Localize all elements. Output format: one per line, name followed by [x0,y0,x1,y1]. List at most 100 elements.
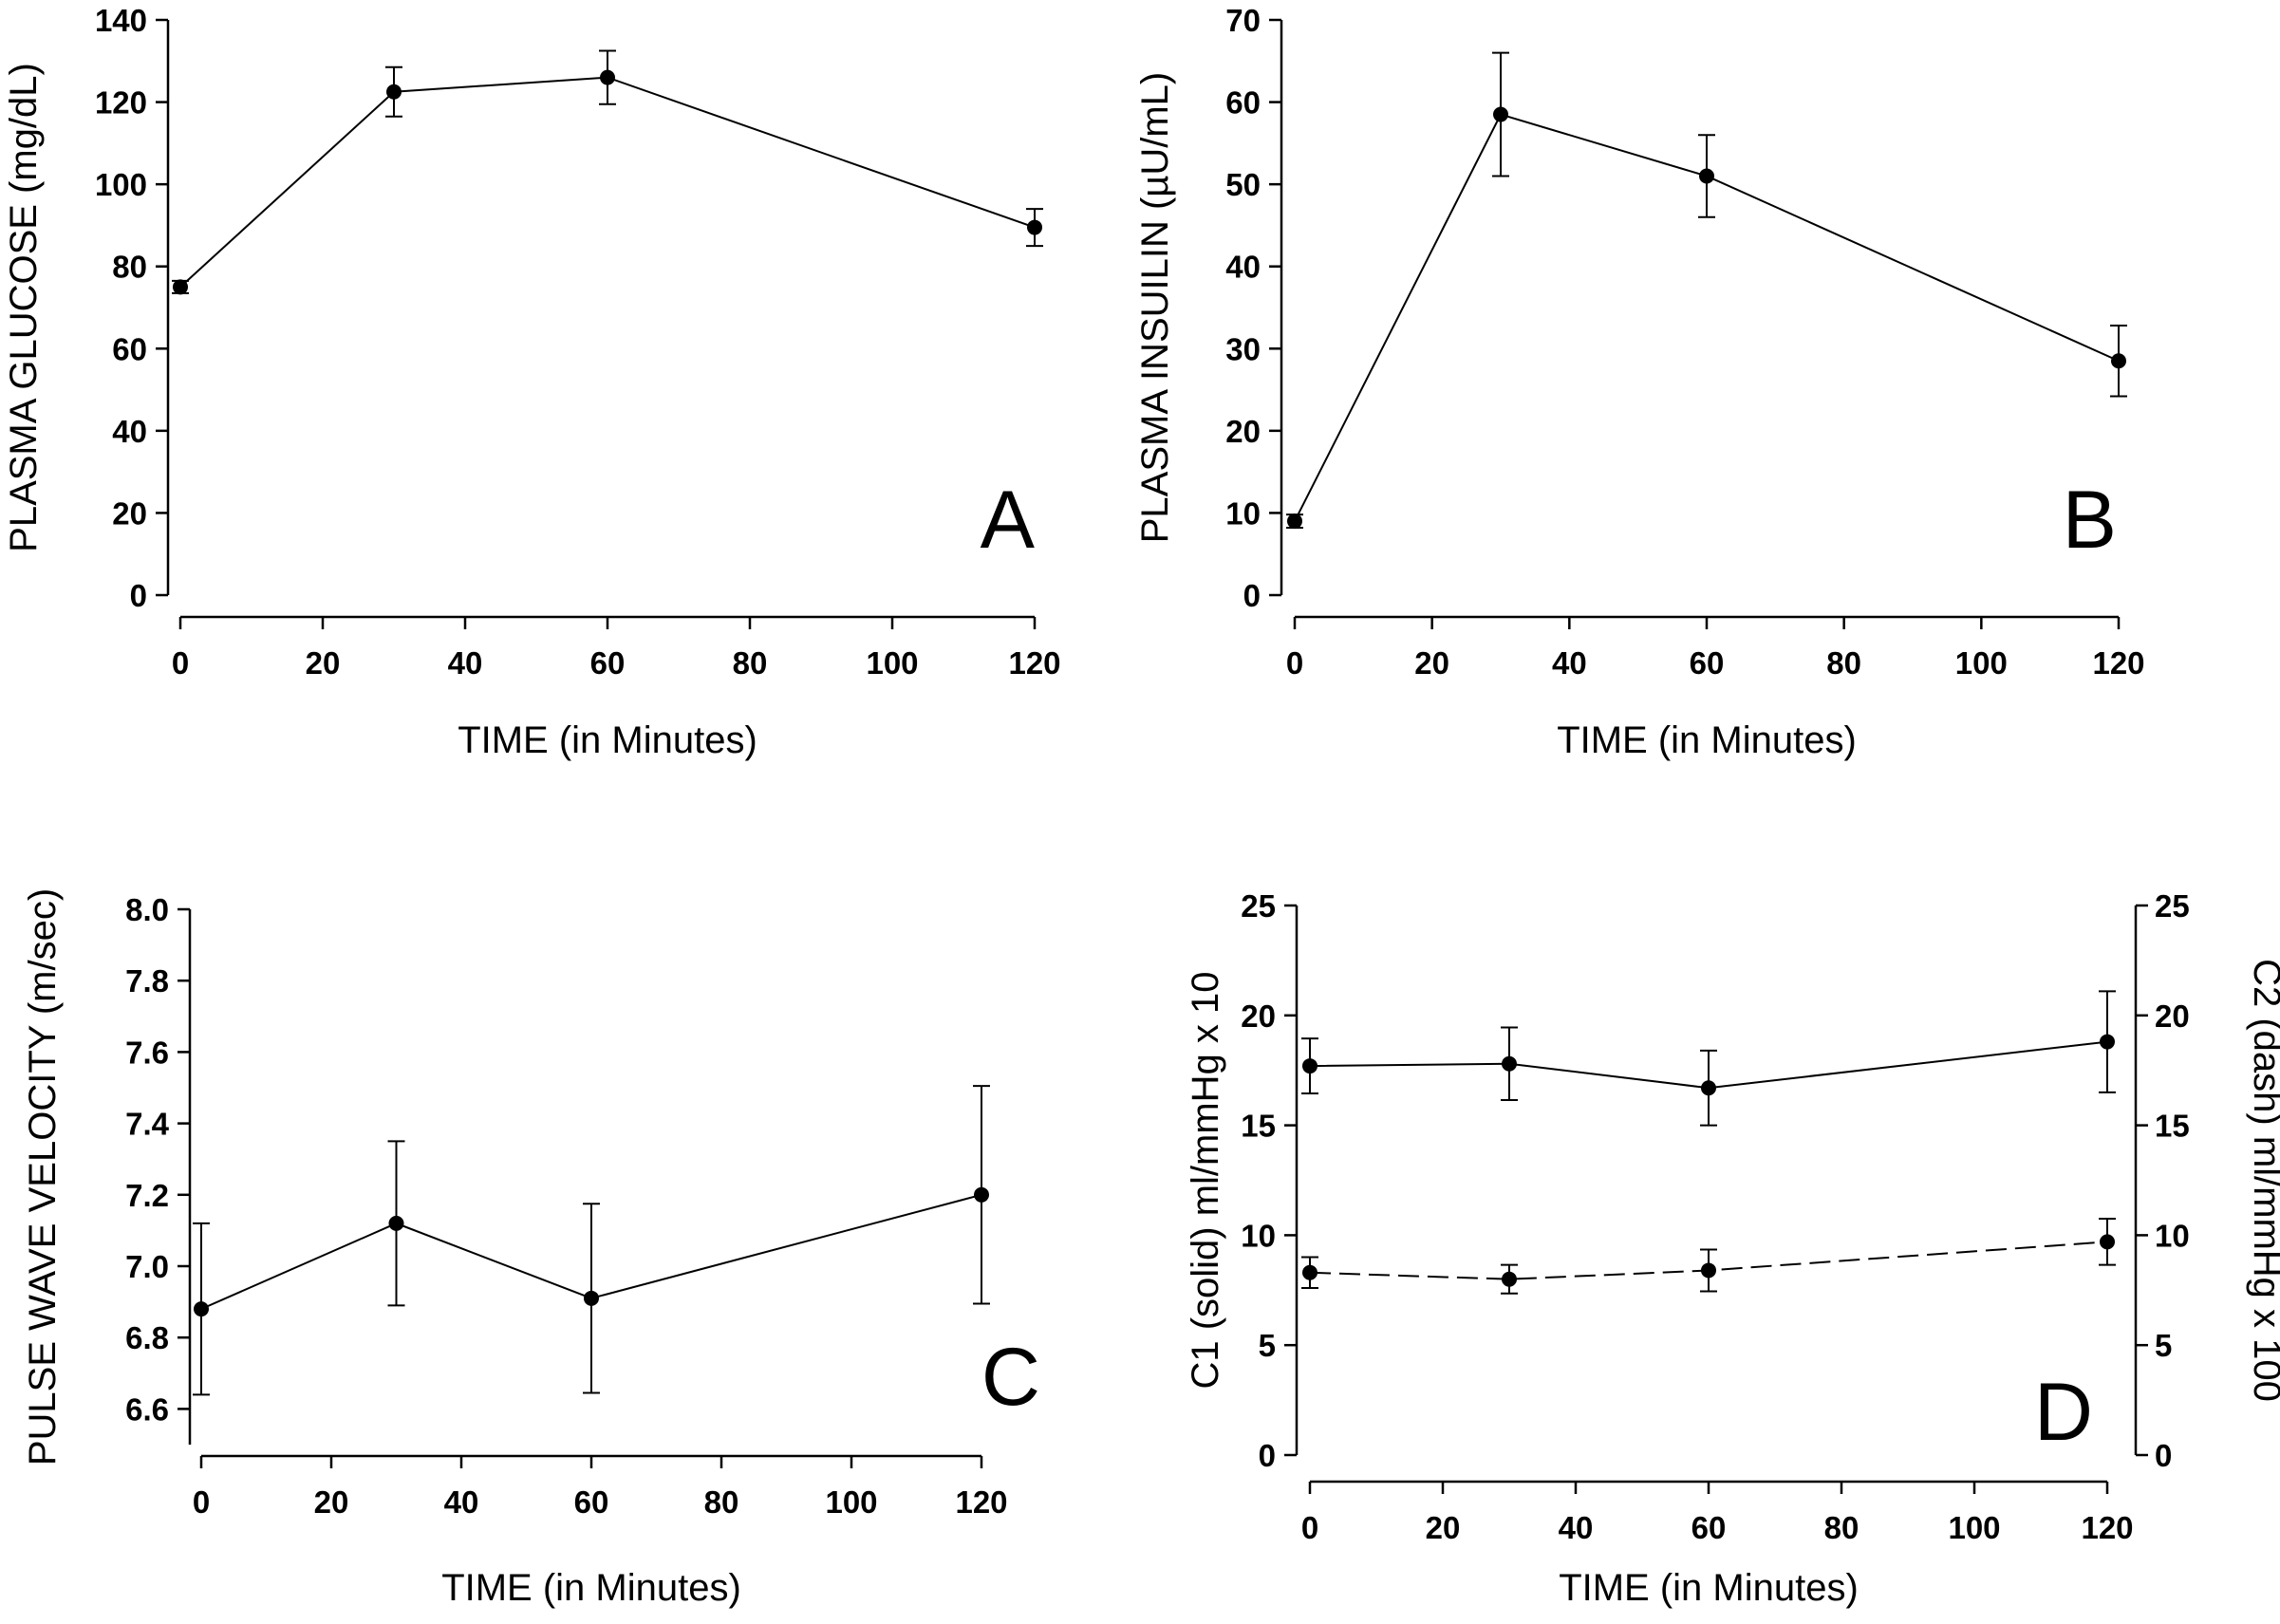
y-tick-label: 80 [112,250,147,285]
series-line [200,1193,982,1311]
x-tick-label: 80 [1826,645,1861,681]
x-tick-label: 20 [314,1484,349,1520]
x-tick-label: 40 [1552,645,1587,681]
y-tick-label: 0 [130,578,147,613]
y-tick-label: 140 [95,3,147,38]
x-tick-label: 0 [172,645,189,681]
y-axis-title: C1 (solid) ml/mmHg x 10 [1185,971,1226,1389]
x-tick-label: 0 [1301,1510,1318,1545]
x-axis-title: TIME (in Minutes) [1559,1567,1859,1609]
y-tick-label: 40 [1225,250,1261,285]
data-point [194,1301,209,1317]
x-tick-label: 60 [1691,1510,1727,1545]
y-axis-title: PULSE WAVE VELOCITY (m/sec) [22,888,64,1465]
y-tick-label: 100 [95,167,147,202]
panel-letter: A [981,475,1036,566]
data-point [2111,353,2126,369]
y-tick-label: 7.0 [125,1249,169,1284]
y-tick-label: 40 [112,414,147,449]
data-point [1502,1055,1517,1072]
data-point [388,1215,404,1231]
y-tick-label: 10 [1241,1218,1276,1253]
y-tick-label: 50 [1225,167,1261,202]
x-tick-label: 40 [448,645,483,681]
y-tick-label: 20 [1241,999,1276,1034]
x-tick-label: 20 [1414,645,1449,681]
x-tick-label: 120 [2081,1510,2133,1545]
data-point [1701,1080,1716,1096]
y2-tick-label: 0 [2155,1438,2172,1473]
y-tick-label: 5 [1259,1328,1276,1363]
panel-letter: B [2063,475,2117,566]
y-tick-label: 0 [1259,1438,1276,1473]
y-tick-label: 7.4 [125,1107,170,1142]
x-tick-label: 80 [704,1484,739,1520]
series-line [1294,113,2120,522]
y-axis-title: PLASMA GLUCOSE (mg/dL) [3,63,45,552]
x-tick-label: 120 [955,1484,1007,1520]
x-tick-label: 40 [1559,1510,1594,1545]
x-axis-title: TIME (in Minutes) [458,719,757,761]
data-point [1502,1271,1517,1287]
x-tick-label: 80 [733,645,768,681]
y2-tick-label: 25 [2155,888,2190,924]
data-point [974,1186,989,1203]
y2-axis-title: C2 (dash) ml/mmHg x 100 [2246,959,2280,1402]
y-tick-label: 70 [1225,3,1261,38]
x-tick-label: 40 [444,1484,479,1520]
x-tick-label: 20 [1426,1510,1461,1545]
y2-tick-label: 10 [2155,1218,2190,1253]
data-point [2100,1034,2115,1050]
data-point [584,1290,599,1306]
x-tick-label: 60 [574,1484,609,1520]
data-point [1701,1262,1716,1279]
series-line [1309,1241,2108,1280]
data-point [386,84,402,100]
y-tick-label: 7.6 [125,1035,169,1070]
data-point [600,69,615,85]
x-tick-label: 120 [2092,645,2144,681]
y-tick-label: 0 [1243,578,1261,613]
x-tick-label: 80 [1824,1510,1860,1545]
chart-panel-d: 0 5 10 15 20 25 0 20 40 60 80 100 120 0 5 10 15 20 25 TIME … [1185,888,2280,1609]
x-tick-label: 60 [590,645,626,681]
data-point [173,279,188,295]
data-point [1493,106,1508,122]
chart-panel-c: 6.6 6.8 7.0 7.2 7.4 7.6 7.8 8.0 0 20 40 60 80 100 120 T… [22,888,1040,1609]
x-axis-title: TIME (in Minutes) [441,1567,741,1609]
y2-tick-label: 20 [2155,999,2190,1034]
chart-panel-a: 0 20 40 60 80 100 120 140 0 20 40 60 80 100 120 TIME (i… [3,3,1061,761]
x-tick-label: 120 [1008,645,1060,681]
series-line [1309,1040,2108,1090]
x-tick-label: 0 [193,1484,210,1520]
x-tick-label: 20 [306,645,341,681]
x-tick-label: 100 [825,1484,877,1520]
chart-panel-b: 0 10 20 30 40 50 60 70 0 20 40 60 80 100 120 TIME (in M… [1134,3,2145,761]
y-tick-label: 10 [1225,495,1261,531]
data-point [1287,513,1302,530]
data-point [1699,168,1714,184]
y-tick-label: 120 [95,85,147,121]
data-point [2100,1234,2115,1250]
y-axis-title: PLASMA INSUILIN (µU/mL) [1134,72,1176,543]
y-tick-label: 8.0 [125,892,169,927]
data-point [1302,1058,1318,1074]
x-tick-label: 100 [1955,645,2008,681]
y-tick-label: 6.8 [125,1320,169,1355]
panel-letter: C [981,1332,1040,1423]
y-tick-label: 60 [1225,85,1261,121]
x-tick-label: 100 [1948,1510,2000,1545]
x-tick-label: 60 [1690,645,1725,681]
y-tick-label: 25 [1241,888,1276,924]
data-point [1027,219,1042,235]
y-tick-label: 15 [1241,1109,1276,1144]
data-point [1302,1264,1318,1280]
y-tick-label: 6.6 [125,1391,169,1427]
y-tick-label: 30 [1225,331,1261,366]
y-tick-label: 60 [112,331,147,366]
panel-letter: D [2034,1367,2093,1458]
series-line [179,76,1036,289]
y2-tick-label: 5 [2155,1328,2172,1363]
y-tick-label: 7.8 [125,963,169,999]
